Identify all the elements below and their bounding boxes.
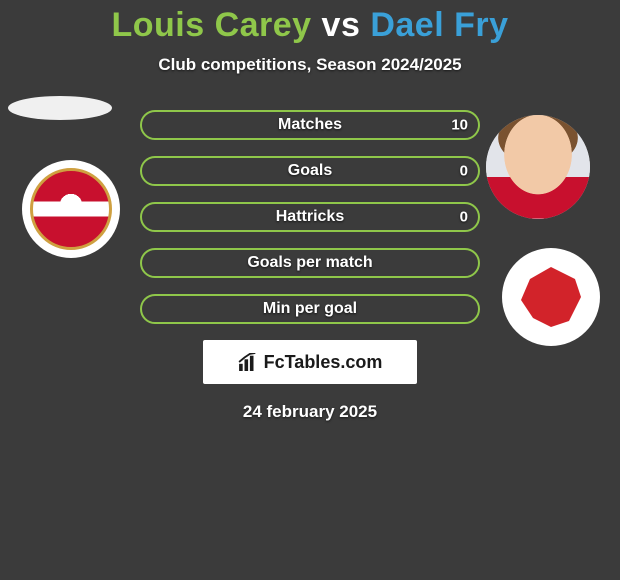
- page-title: Louis Carey vs Dael Fry: [0, 0, 620, 45]
- stat-bar: Goals per match: [140, 248, 480, 278]
- stat-value-right: 0: [460, 163, 468, 180]
- title-player1: Louis Carey: [111, 6, 311, 44]
- lion-crest-icon: [508, 254, 594, 340]
- stat-bar: Min per goal: [140, 294, 480, 324]
- stat-value-right: 10: [451, 117, 468, 134]
- comparison-panel: Matches 10 Goals 0 Hattricks 0 Goals per match…: [0, 110, 620, 422]
- shield-icon: [30, 168, 112, 250]
- stat-label: Min per goal: [263, 300, 357, 318]
- stat-label: Hattricks: [276, 208, 344, 226]
- stat-bar: Hattricks 0: [140, 202, 480, 232]
- subtitle: Club competitions, Season 2024/2025: [0, 55, 620, 75]
- stat-bars: Matches 10 Goals 0 Hattricks 0 Goals per match…: [140, 110, 480, 324]
- portrait-icon: [486, 115, 590, 219]
- brand-text: FcTables.com: [264, 352, 383, 373]
- stat-bar: Matches 10: [140, 110, 480, 140]
- stat-label: Matches: [278, 116, 342, 134]
- player1-avatar-placeholder: [8, 96, 112, 120]
- stat-label: Goals per match: [247, 254, 372, 272]
- stat-value-right: 0: [460, 209, 468, 226]
- bar-chart-icon: [238, 353, 260, 371]
- brand-badge: FcTables.com: [203, 340, 417, 384]
- title-player2: Dael Fry: [370, 6, 508, 44]
- stat-label: Goals: [288, 162, 332, 180]
- player1-club-crest: [22, 160, 120, 258]
- player2-club-crest: [502, 248, 600, 346]
- title-vs: vs: [322, 6, 361, 44]
- stat-bar: Goals 0: [140, 156, 480, 186]
- player2-avatar: [486, 115, 590, 219]
- date-label: 24 february 2025: [0, 402, 620, 422]
